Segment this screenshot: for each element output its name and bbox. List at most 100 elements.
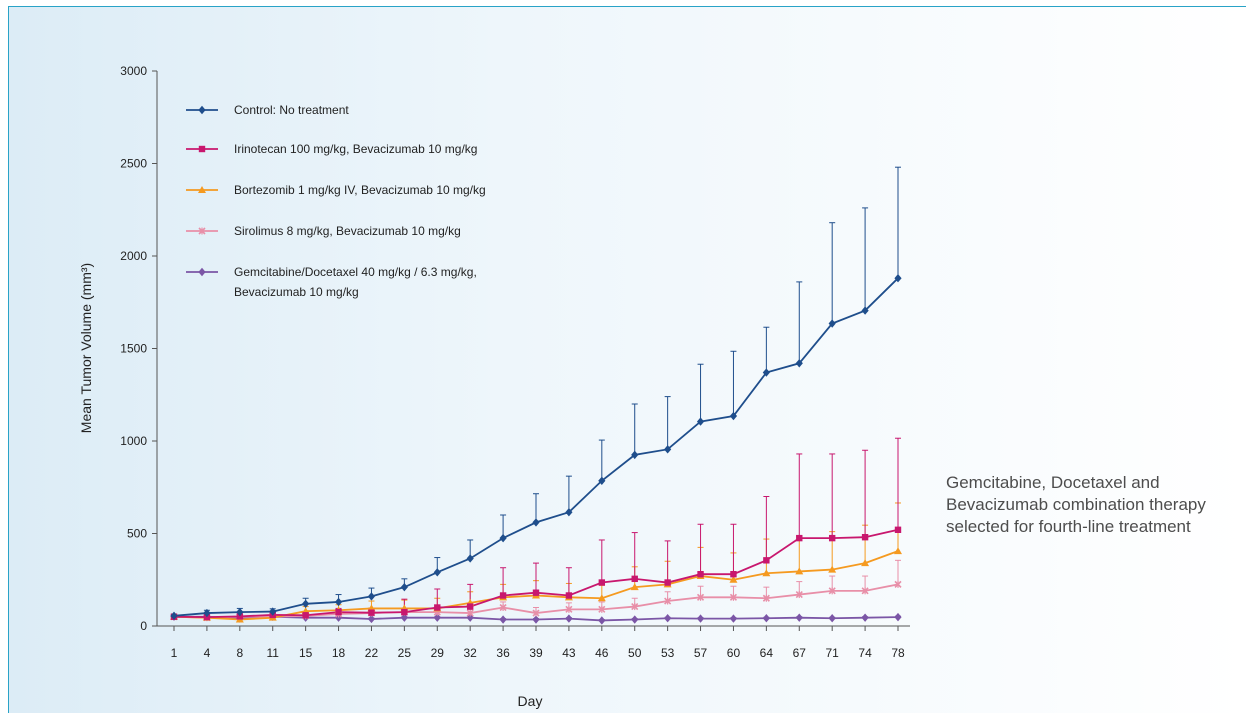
annotation-text: Gemcitabine, Docetaxel and Bevacizumab c… [946,473,1206,536]
series-5-point [367,614,376,624]
legend-item-5-label: Gemcitabine/Docetaxel 40 mg/kg / 6.3 mg/… [234,265,477,299]
x-tick-label: 46 [595,646,609,660]
x-tick-label: 74 [858,646,872,660]
legend-item-3-label: Bortezomib 1 mg/kg IV, Bevacizumab 10 mg… [234,183,486,197]
series-1-point [631,450,639,460]
x-tick-label: 64 [760,646,774,660]
series-1-point [565,508,573,517]
series-3-point [597,594,606,602]
series-2-point [796,534,803,542]
series-3-point [630,583,639,591]
legend-item-5: Gemcitabine/Docetaxel 40 mg/kg / 6.3 mg/… [186,265,477,299]
series-2-point [631,575,638,583]
series-1-point [367,592,376,601]
series-5-point [631,615,639,624]
series-3-point [762,569,771,577]
series-4-point [532,609,540,617]
series-4-point [894,580,902,588]
series-4-point [795,590,803,599]
series-5-point [729,614,738,623]
x-tick-label: 43 [562,646,576,660]
series-4-point [466,609,474,617]
series-5-point [795,613,803,622]
series-5-point [532,615,540,624]
legend-item-3-marker [198,186,206,193]
x-tick-label: 36 [496,646,510,660]
series-2-point [236,613,244,620]
series-2-point [401,608,408,616]
y-tick-label: 0 [140,619,147,633]
legend-item-1: Control: No treatment [186,103,349,117]
x-tick-label: 39 [529,646,543,660]
series-1-point [203,608,211,618]
legend-item-2-label: Irinotecan 100 mg/kg, Bevacizumab 10 mg/… [234,142,477,156]
y-tick-label: 1000 [120,434,147,448]
series-5-point [762,614,770,623]
series-3-point [729,575,738,583]
series-4-point [598,605,606,613]
series-1-point [828,319,836,328]
series-2-point [434,604,441,611]
series-1-point [894,274,902,283]
series-5-point [894,612,902,622]
series-1-point [762,368,770,377]
series-2-point [565,592,573,599]
series-1-point [236,607,244,617]
axes: 0 500 1000 1500 2000 2500 3000 1 4 8 11 15 18 22 25 29 3… [120,64,910,660]
series-3-point [828,565,837,573]
x-tick-label: 32 [464,646,478,660]
series-5-point [433,613,441,622]
series-4-point [664,597,672,605]
x-tick-label: 57 [694,646,708,660]
series-4-point [828,587,836,595]
series-5-point [466,613,474,622]
series-2-point [532,589,540,596]
series-5-point [598,616,606,625]
x-tick-label: 67 [793,646,807,660]
series-2-point [598,579,606,586]
series-markers [170,274,902,625]
x-tick-label: 15 [299,646,313,660]
series-2-point [861,534,869,541]
series-5-point [828,614,836,623]
y-tick-label: 3000 [120,64,147,78]
series-1-point [334,597,343,607]
series-1-point [170,611,178,621]
y-tick-label: 500 [127,527,147,541]
series-2-point [368,609,375,616]
x-tick-label: 11 [266,646,279,660]
series-1-point [269,607,277,616]
legend-item-2-marker [198,145,206,153]
legend-item-4-marker [198,227,206,235]
series-4-point [729,593,738,601]
y-axis-title: Mean Tumor Volume (mm³) [78,263,94,433]
legend-item-2: Irinotecan 100 mg/kg, Bevacizumab 10 mg/… [186,142,477,156]
series-5-point [499,615,507,624]
series-5-point [334,613,343,622]
series-4-point [499,603,507,612]
series-5-point [861,613,869,622]
x-axis-title: Day [518,693,543,709]
series-2-point [664,579,671,586]
x-tick-label: 22 [365,646,379,660]
chart-panel [8,6,1246,713]
legend: Control: No treatment Irinotecan 100 mg/k… [186,103,486,299]
y-tick-label: 1500 [120,342,147,356]
x-tick-label: 18 [332,646,346,660]
legend-item-4: Sirolimus 8 mg/kg, Bevacizumab 10 mg/kg [186,224,461,238]
legend-item-4-label: Sirolimus 8 mg/kg, Bevacizumab 10 mg/kg [234,224,461,238]
x-tick-label: 4 [204,646,211,660]
series-1-point [400,582,408,592]
y-tick-label: 2500 [120,157,147,171]
series-3-point [861,559,870,567]
series-3-point [894,547,902,555]
series-2-point [697,571,704,578]
series-2-point [894,526,902,533]
series-4-point [861,587,869,595]
series-1-point [861,306,869,315]
series-5-point [400,613,408,622]
series-1-point [598,476,606,485]
series-1-point [729,411,738,421]
y-tick-label: 2000 [120,249,147,263]
